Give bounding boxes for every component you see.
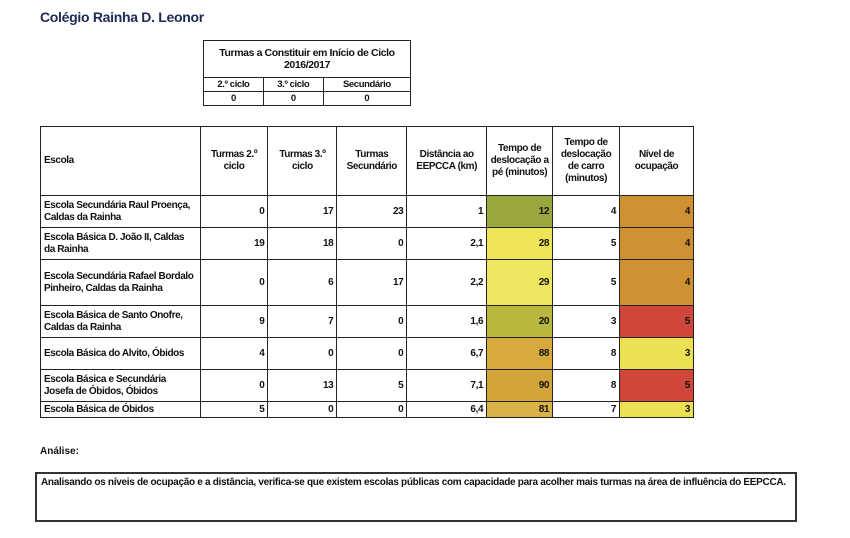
- col-header-distancia: Distância ao EEPCCA (km): [406, 126, 488, 196]
- col-header-tempo-pe: Tempo de deslocação a pé (minutos): [486, 126, 554, 196]
- cell-tempo-carro: 5: [552, 259, 621, 306]
- table-row: Escola Básica de Óbidos 5 0 0 6,4 81 7 3: [40, 401, 694, 418]
- summary-value-secundario: 0: [322, 91, 412, 106]
- cell-nivel-ocupacao: 5: [619, 305, 694, 338]
- cell-school-name: Escola Secundária Raul Proença, Caldas d…: [40, 195, 201, 228]
- table-row: Escola Secundária Rafael Bordalo Pinheir…: [40, 259, 694, 306]
- cell-turmas-2ciclo: 5: [199, 401, 269, 418]
- col-header-tempo-carro: Tempo de deslocação de carro (minutos): [552, 126, 621, 196]
- cell-turmas-3ciclo: 17: [267, 195, 338, 228]
- analysis-label: Análise:: [40, 446, 79, 457]
- summary-table: Turmas a Constituir em Início de Ciclo 2…: [203, 40, 412, 106]
- cell-distancia: 1,6: [406, 305, 488, 338]
- cell-turmas-3ciclo: 18: [267, 227, 338, 260]
- cell-nivel-ocupacao: 4: [619, 195, 694, 228]
- summary-col-2ciclo: 2.º ciclo: [203, 77, 264, 92]
- cell-turmas-2ciclo: 9: [199, 305, 269, 338]
- cell-turmas-2ciclo: 19: [199, 227, 269, 260]
- cell-distancia: 6,4: [406, 401, 488, 418]
- schools-table: Escola Turmas 2.º ciclo Turmas 3.º ciclo…: [40, 126, 694, 418]
- col-header-turmas-secundario: Turmas Secundário: [336, 126, 408, 196]
- cell-turmas-3ciclo: 0: [267, 401, 338, 418]
- cell-tempo-pe: 81: [486, 401, 554, 418]
- table-row: Escola Básica D. João II, Caldas da Rain…: [40, 227, 694, 260]
- table-header-row: Escola Turmas 2.º ciclo Turmas 3.º ciclo…: [40, 126, 694, 196]
- cell-school-name: Escola Básica de Santo Onofre, Caldas da…: [40, 305, 201, 338]
- summary-col-secundario: Secundário: [322, 77, 412, 92]
- cell-turmas-secundario: 17: [336, 259, 408, 306]
- cell-distancia: 6,7: [406, 337, 488, 370]
- cell-tempo-carro: 5: [552, 227, 621, 260]
- cell-school-name: Escola Básica e Secundária Josefa de Óbi…: [40, 369, 201, 402]
- cell-turmas-secundario: 0: [336, 227, 408, 260]
- cell-school-name: Escola Básica do Alvito, Óbidos: [40, 337, 201, 370]
- summary-col-3ciclo: 3.º ciclo: [262, 77, 324, 92]
- cell-turmas-3ciclo: 7: [267, 305, 338, 338]
- cell-tempo-pe: 20: [486, 305, 554, 338]
- summary-value-3ciclo: 0: [262, 91, 324, 106]
- cell-nivel-ocupacao: 3: [619, 337, 694, 370]
- col-header-nivel-ocupacao: Nível de ocupação: [619, 126, 694, 196]
- cell-turmas-3ciclo: 6: [267, 259, 338, 306]
- cell-distancia: 1: [406, 195, 488, 228]
- cell-turmas-secundario: 0: [336, 337, 408, 370]
- col-header-turmas-3ciclo: Turmas 3.º ciclo: [267, 126, 338, 196]
- cell-tempo-pe: 28: [486, 227, 554, 260]
- cell-turmas-3ciclo: 0: [267, 337, 338, 370]
- cell-distancia: 2,1: [406, 227, 488, 260]
- cell-nivel-ocupacao: 3: [619, 401, 694, 418]
- table-row: Escola Básica e Secundária Josefa de Óbi…: [40, 369, 694, 402]
- col-header-escola: Escola: [40, 126, 201, 196]
- col-header-turmas-2ciclo: Turmas 2.º ciclo: [199, 126, 269, 196]
- analysis-text: Analisando os níveis de ocupação e a dis…: [35, 472, 797, 522]
- page-title: Colégio Rainha D. Leonor: [40, 9, 204, 25]
- cell-tempo-carro: 8: [552, 337, 621, 370]
- cell-tempo-carro: 7: [552, 401, 621, 418]
- cell-turmas-2ciclo: 4: [199, 337, 269, 370]
- cell-school-name: Escola Secundária Rafael Bordalo Pinheir…: [40, 259, 201, 306]
- cell-distancia: 7,1: [406, 369, 488, 402]
- cell-tempo-pe: 29: [486, 259, 554, 306]
- table-row: Escola Básica de Santo Onofre, Caldas da…: [40, 305, 694, 338]
- cell-turmas-2ciclo: 0: [199, 369, 269, 402]
- cell-turmas-2ciclo: 0: [199, 195, 269, 228]
- summary-table-header: Turmas a Constituir em Início de Ciclo 2…: [203, 40, 411, 78]
- cell-nivel-ocupacao: 5: [619, 369, 694, 402]
- cell-tempo-carro: 4: [552, 195, 621, 228]
- cell-turmas-secundario: 0: [336, 305, 408, 338]
- cell-tempo-pe: 90: [486, 369, 554, 402]
- cell-nivel-ocupacao: 4: [619, 259, 694, 306]
- cell-turmas-secundario: 5: [336, 369, 408, 402]
- cell-tempo-pe: 12: [486, 195, 554, 228]
- cell-turmas-secundario: 0: [336, 401, 408, 418]
- cell-turmas-2ciclo: 0: [199, 259, 269, 306]
- summary-value-2ciclo: 0: [203, 91, 264, 106]
- cell-nivel-ocupacao: 4: [619, 227, 694, 260]
- cell-distancia: 2,2: [406, 259, 488, 306]
- table-row: Escola Secundária Raul Proença, Caldas d…: [40, 195, 694, 228]
- cell-tempo-pe: 88: [486, 337, 554, 370]
- cell-turmas-secundario: 23: [336, 195, 408, 228]
- cell-school-name: Escola Básica D. João II, Caldas da Rain…: [40, 227, 201, 260]
- cell-tempo-carro: 3: [552, 305, 621, 338]
- cell-school-name: Escola Básica de Óbidos: [40, 401, 201, 418]
- cell-turmas-3ciclo: 13: [267, 369, 338, 402]
- cell-tempo-carro: 8: [552, 369, 621, 402]
- table-row: Escola Básica do Alvito, Óbidos 4 0 0 6,7 88 8…: [40, 337, 694, 370]
